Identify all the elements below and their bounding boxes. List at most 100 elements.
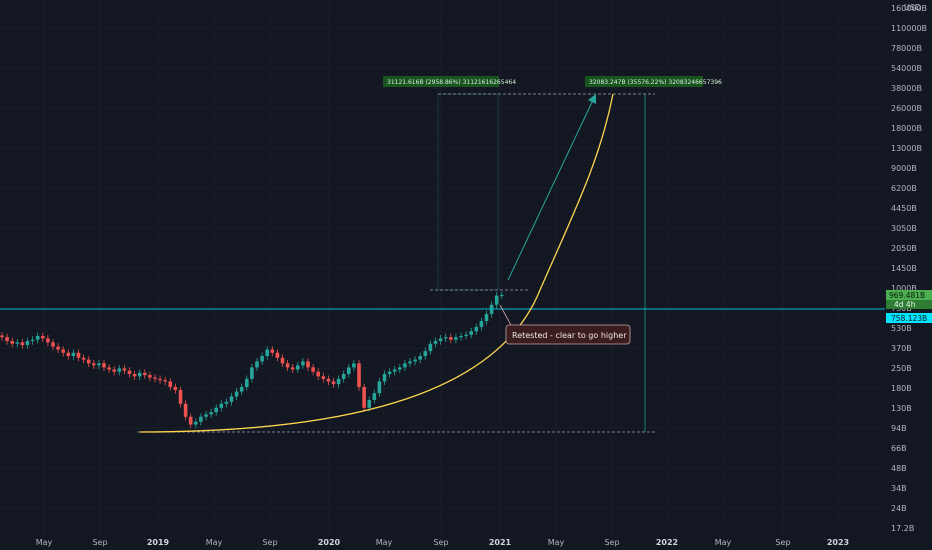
y-tick-label: 370B bbox=[891, 344, 912, 353]
candle-body bbox=[449, 337, 453, 340]
candle-body bbox=[199, 416, 203, 422]
candle-body bbox=[367, 399, 371, 408]
candle-body bbox=[464, 334, 468, 336]
candle-body bbox=[500, 295, 504, 296]
candle-body bbox=[86, 359, 91, 364]
candle-body bbox=[188, 416, 193, 425]
candle-body bbox=[392, 369, 397, 372]
y-tick-label: 6200B bbox=[891, 184, 917, 193]
candle-body bbox=[173, 386, 178, 390]
x-axis[interactable]: May Sep 2019 May Sep 2020 May Sep 2021 May Sep 2022… bbox=[36, 538, 849, 547]
y-tick-label: 160000B bbox=[891, 4, 927, 13]
candle-body bbox=[25, 341, 30, 346]
candle-body bbox=[301, 361, 305, 366]
candle-body bbox=[316, 371, 320, 377]
y-tick-label: 130B bbox=[891, 404, 912, 413]
candle-body bbox=[494, 295, 499, 305]
x-tick-label: Sep bbox=[604, 538, 619, 547]
measure-label-short-bg bbox=[383, 76, 499, 87]
candle-body bbox=[352, 363, 356, 368]
candle-body bbox=[459, 335, 463, 338]
candle-body bbox=[153, 377, 157, 379]
candle-body bbox=[92, 363, 96, 366]
candle-body bbox=[229, 396, 234, 402]
candle-body bbox=[143, 372, 147, 376]
candle-body bbox=[239, 386, 244, 392]
candle-body bbox=[41, 335, 45, 339]
y-tick-label: 250B bbox=[891, 364, 912, 373]
candle-body bbox=[250, 367, 254, 379]
x-tick-label: May bbox=[548, 538, 565, 547]
x-tick-label: May bbox=[376, 538, 393, 547]
y-tick-label: 13000B bbox=[891, 144, 922, 153]
measure-box-short bbox=[437, 93, 499, 291]
y-tick-label: 1450B bbox=[891, 264, 917, 273]
candle-body bbox=[158, 378, 162, 381]
x-tick-label: 2020 bbox=[318, 538, 341, 547]
parabolic-curve[interactable] bbox=[139, 93, 614, 433]
x-tick-label: 2022 bbox=[656, 538, 678, 547]
x-tick-label: May bbox=[715, 538, 732, 547]
y-tick-label: 180B bbox=[891, 384, 912, 393]
candle-body bbox=[413, 359, 417, 362]
candle-body bbox=[387, 371, 392, 374]
candle-body bbox=[97, 363, 101, 366]
candle-body bbox=[280, 357, 285, 364]
candle-body bbox=[81, 357, 86, 360]
x-tick-label: Sep bbox=[775, 538, 790, 547]
candle-body bbox=[219, 403, 224, 408]
candle-body bbox=[326, 378, 331, 382]
candle-body bbox=[270, 349, 275, 353]
candle-body bbox=[30, 339, 35, 342]
candle-body bbox=[336, 378, 341, 385]
candle-body bbox=[20, 342, 25, 346]
y-tick-label: 18000B bbox=[891, 124, 922, 133]
candle-body bbox=[285, 363, 290, 368]
y-tick-label: 4450B bbox=[891, 204, 917, 213]
current-price-tag bbox=[886, 290, 932, 300]
x-tick-label: Sep bbox=[433, 538, 448, 547]
candle-body bbox=[341, 373, 346, 379]
y-tick-label: 54000B bbox=[891, 64, 922, 73]
callout-box[interactable] bbox=[505, 324, 631, 345]
candle-body bbox=[408, 361, 412, 364]
candle-body bbox=[438, 338, 443, 342]
candle-body bbox=[163, 380, 167, 382]
candle-body bbox=[428, 343, 433, 352]
candle-body bbox=[71, 352, 76, 357]
candle-body bbox=[469, 331, 473, 335]
candle-body bbox=[122, 368, 127, 371]
candle-body bbox=[209, 412, 213, 415]
candle-body bbox=[377, 381, 382, 394]
candle-body bbox=[107, 367, 111, 370]
candle-body bbox=[15, 342, 20, 344]
candle-body bbox=[148, 375, 152, 378]
candle-body bbox=[245, 378, 249, 387]
candle-body bbox=[290, 367, 295, 370]
candle-body bbox=[46, 338, 50, 343]
candle-body bbox=[423, 351, 428, 357]
y-tick-label: 94B bbox=[891, 424, 907, 433]
y-axis[interactable]: 160000B 110000B 78000B 54000B 38000B 26000B 18… bbox=[891, 4, 927, 533]
candle-body bbox=[0, 335, 4, 338]
x-tick-label: 2019 bbox=[147, 538, 170, 547]
measure-label-long: 32083.247B (35576.22%) 32083246657396 bbox=[589, 79, 722, 86]
y-tick-label: 26000B bbox=[891, 104, 922, 113]
x-tick-label: Sep bbox=[92, 538, 107, 547]
candle-body bbox=[5, 337, 9, 342]
candle-body bbox=[454, 337, 458, 340]
candle-body bbox=[56, 346, 60, 350]
countdown-tag bbox=[886, 300, 932, 309]
y-tick-label: 34B bbox=[891, 484, 907, 493]
candle-body bbox=[76, 352, 81, 358]
candle-body bbox=[35, 335, 40, 340]
y-tick-label: 17.2B bbox=[891, 524, 914, 533]
x-tick-label: May bbox=[206, 538, 223, 547]
candle-body bbox=[168, 381, 173, 387]
candlestick-series bbox=[0, 291, 504, 429]
candle-body bbox=[479, 321, 484, 327]
candle-body bbox=[178, 389, 183, 404]
projection-arrow[interactable] bbox=[507, 99, 594, 281]
y-tick-label: 48B bbox=[891, 464, 907, 473]
